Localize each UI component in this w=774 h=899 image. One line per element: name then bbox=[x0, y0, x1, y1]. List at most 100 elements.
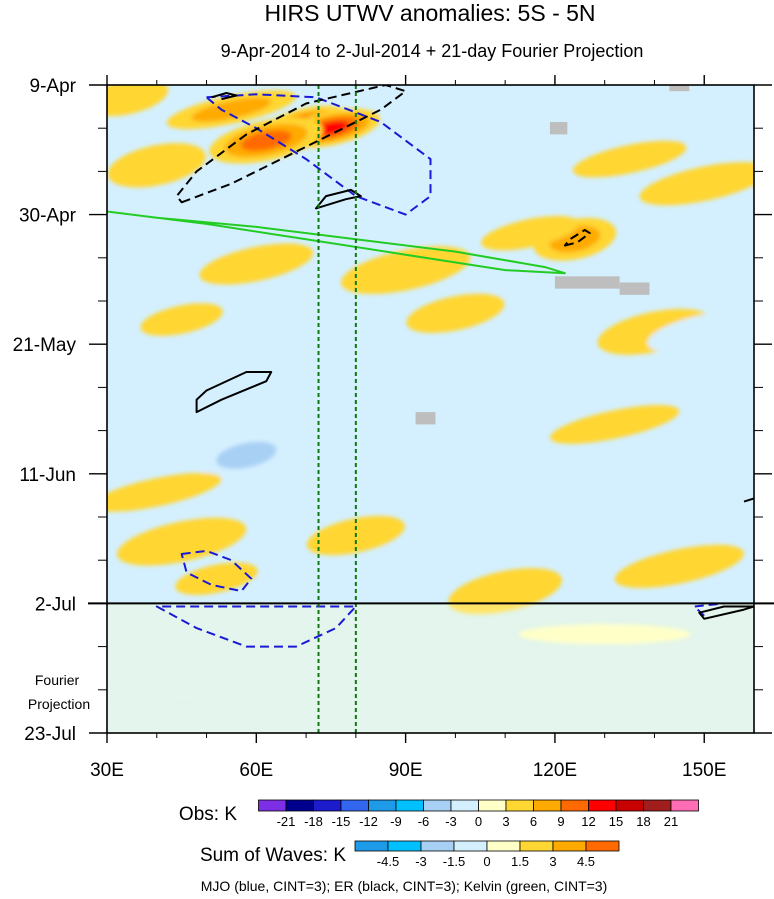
y-tick-label: 23-Jul bbox=[24, 724, 76, 745]
colorbar-level-label: 1.5 bbox=[511, 854, 529, 869]
colorbar-level-label: 21 bbox=[664, 814, 678, 829]
x-tick-label: 60E bbox=[239, 760, 273, 781]
colorbar-swatch bbox=[423, 799, 452, 812]
er-contour bbox=[743, 497, 754, 503]
chart-title: HIRS UTWV anomalies: 5S - 5N bbox=[264, 0, 595, 26]
colorbar-swatch bbox=[585, 840, 620, 852]
anomaly-blob bbox=[140, 303, 223, 336]
anomaly-blob bbox=[481, 215, 580, 251]
colorbar-swatch bbox=[420, 840, 455, 852]
anomaly-blob bbox=[107, 418, 214, 456]
colorbar-swatch bbox=[615, 799, 644, 812]
colorbar-swatch bbox=[588, 799, 617, 812]
chart-subtitle: 9-Apr-2014 to 2-Jul-2014 + 21-day Fourie… bbox=[221, 41, 644, 61]
anomaly-blob bbox=[614, 544, 745, 588]
colorbar-level-label: 4.5 bbox=[577, 854, 595, 869]
colorbar-level-label: -18 bbox=[304, 814, 323, 829]
colorbar-swatch bbox=[453, 840, 488, 852]
anomaly-blob bbox=[107, 85, 169, 117]
anomaly-blob bbox=[216, 441, 277, 469]
kelvin-contour bbox=[107, 210, 566, 275]
anomaly-blob bbox=[199, 243, 314, 285]
anomaly-blob bbox=[116, 517, 247, 566]
colorbar-level-label: 6 bbox=[530, 814, 537, 829]
colorbar-swatch bbox=[670, 799, 699, 812]
anomaly-blob bbox=[340, 246, 471, 295]
er-contour bbox=[698, 605, 754, 620]
anomaly-blob bbox=[240, 130, 292, 151]
colorbar-level-label: -12 bbox=[359, 814, 378, 829]
mjo-contour bbox=[205, 93, 432, 216]
plot-area bbox=[107, 85, 754, 733]
anomaly-blob bbox=[107, 143, 206, 188]
waves-colorbar-label: Sum of Waves: K bbox=[200, 845, 346, 866]
colorbar-swatch bbox=[368, 799, 397, 812]
colorbar-level-label: -4.5 bbox=[377, 854, 399, 869]
anomaly-blob bbox=[647, 311, 754, 353]
anomaly-blob bbox=[107, 234, 196, 269]
colorbar-level-label: -1.5 bbox=[443, 854, 465, 869]
waves-colorbar: -4.5 -3 -1.5 0 1.5 3 4.5 bbox=[354, 840, 620, 869]
missing-data-patch bbox=[669, 85, 690, 92]
er-contour bbox=[195, 371, 273, 414]
y-tick-label: 21-May bbox=[13, 335, 77, 356]
colorbar-level-label: 9 bbox=[557, 814, 564, 829]
x-tick-label: 30E bbox=[90, 760, 124, 781]
colorbar-swatch bbox=[560, 799, 589, 812]
colorbar-swatch bbox=[505, 799, 534, 812]
anomaly-blob bbox=[360, 655, 501, 676]
anomaly-blob bbox=[518, 624, 691, 645]
projection-label: Fourier Projection bbox=[28, 672, 90, 712]
y-tick-label: 11-Jun bbox=[19, 465, 76, 486]
colorbar-level-label: 3 bbox=[502, 814, 509, 829]
colorbar-swatch bbox=[533, 799, 562, 812]
colorbar-swatch bbox=[552, 840, 587, 852]
anomaly-blob bbox=[406, 293, 505, 333]
anomaly-field bbox=[107, 85, 754, 700]
colorbar-level-label: -6 bbox=[418, 814, 430, 829]
anomaly-blob bbox=[107, 472, 222, 512]
colorbar-swatch bbox=[450, 799, 479, 812]
plot-frame bbox=[106, 84, 755, 734]
colorbar-swatch bbox=[395, 799, 424, 812]
anomaly-blob bbox=[175, 562, 258, 595]
y-tick-label: 9-Apr bbox=[30, 76, 77, 97]
colorbar-swatch bbox=[478, 799, 507, 812]
colorbar-swatch bbox=[387, 840, 422, 852]
obs-colorbar-label: Obs: K bbox=[179, 804, 237, 825]
missing-data-patch bbox=[554, 276, 620, 289]
colorbar-swatch bbox=[258, 799, 287, 812]
anomaly-blob bbox=[588, 495, 671, 539]
colorbar-swatch bbox=[519, 840, 554, 852]
er-contour bbox=[563, 229, 591, 247]
colorbar-swatch bbox=[313, 799, 342, 812]
colorbar-level-label: 0 bbox=[483, 854, 490, 869]
colorbar-level-label: -21 bbox=[277, 814, 296, 829]
anomaly-blob bbox=[550, 405, 680, 444]
x-tick-label: 90E bbox=[389, 760, 423, 781]
anomaly-blob bbox=[639, 162, 754, 206]
er-contour bbox=[175, 85, 407, 204]
projection-tint bbox=[107, 603, 754, 733]
colorbar-level-label: -15 bbox=[332, 814, 351, 829]
colorbar-level-label: 0 bbox=[475, 814, 482, 829]
colorbar-level-label: 18 bbox=[636, 814, 650, 829]
colorbar-level-label: -3 bbox=[415, 854, 427, 869]
colorbar-swatch bbox=[354, 840, 389, 852]
y-axis: 9-Apr 30-Apr 21-May 11-Jun 2-Jul 23-Jul bbox=[13, 76, 772, 745]
y-tick-label: 30-Apr bbox=[19, 206, 77, 227]
contour-legend: MJO (blue, CINT=3); ER (black, CINT=3); … bbox=[201, 878, 608, 894]
colorbar-level-label: 3 bbox=[549, 854, 556, 869]
projection-field bbox=[107, 603, 754, 733]
colorbar-swatch bbox=[643, 799, 672, 812]
colorbar-level-label: 15 bbox=[609, 814, 623, 829]
mjo-contour bbox=[180, 549, 253, 593]
x-tick-label: 120E bbox=[533, 760, 577, 781]
wave-contours bbox=[107, 85, 754, 648]
colorbar-swatch bbox=[340, 799, 369, 812]
colorbar-level-label: -3 bbox=[445, 814, 457, 829]
reference-lines bbox=[317, 85, 357, 733]
y-tick-label: 2-Jul bbox=[35, 594, 76, 615]
missing-data-patches bbox=[415, 85, 690, 425]
